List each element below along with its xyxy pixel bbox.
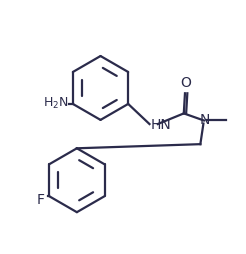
Text: O: O bbox=[181, 76, 192, 90]
Text: HN: HN bbox=[151, 118, 171, 132]
Text: F: F bbox=[37, 194, 45, 208]
Text: N: N bbox=[199, 114, 210, 128]
Text: H$_2$N: H$_2$N bbox=[43, 96, 68, 111]
